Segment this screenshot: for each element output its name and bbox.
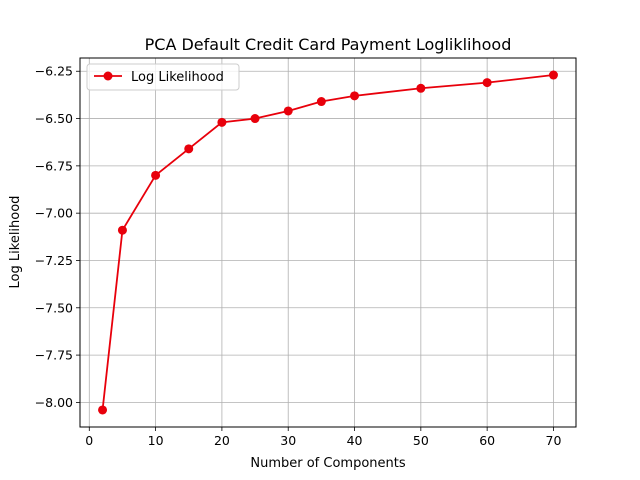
y-tick-label: −7.25 bbox=[35, 253, 73, 268]
y-axis-label: Log Likelihood bbox=[8, 196, 23, 289]
data-point bbox=[548, 70, 558, 80]
data-point bbox=[416, 83, 426, 93]
chart-title: PCA Default Credit Card Payment Loglikli… bbox=[145, 35, 512, 54]
x-axis-label: Number of Components bbox=[250, 456, 405, 471]
data-point bbox=[98, 405, 108, 415]
data-point bbox=[350, 91, 360, 101]
data-point bbox=[283, 106, 293, 116]
x-tick-label: 0 bbox=[85, 433, 93, 448]
data-point bbox=[184, 144, 194, 154]
y-tick-label: −6.25 bbox=[35, 64, 73, 79]
data-point bbox=[117, 225, 127, 235]
x-tick-label: 20 bbox=[214, 433, 230, 448]
plot-area-frame bbox=[79, 57, 577, 428]
data-point bbox=[316, 97, 326, 107]
legend-frame bbox=[86, 63, 240, 91]
y-tick-label: −6.75 bbox=[35, 158, 73, 173]
data-point bbox=[482, 78, 492, 88]
legend-label: Log Likelihood bbox=[131, 70, 224, 85]
y-tick-label: −7.00 bbox=[35, 206, 73, 221]
x-tick-label: 70 bbox=[546, 433, 562, 448]
y-tick-label: −7.50 bbox=[35, 300, 73, 315]
data-point bbox=[250, 114, 260, 124]
series-line bbox=[101, 74, 554, 411]
x-tick-label: 60 bbox=[479, 433, 495, 448]
y-axis: −6.25 −6.50 −6.75 −7.00 −7.25 −7.50 −7.75 −8.00 bbox=[35, 64, 80, 410]
x-axis: 0 10 20 30 40 50 60 70 bbox=[85, 427, 561, 448]
data-point bbox=[151, 170, 161, 180]
data-point bbox=[217, 117, 227, 127]
legend-marker-swatch bbox=[103, 71, 113, 81]
y-tick-label: −8.00 bbox=[35, 395, 73, 410]
x-tick-label: 30 bbox=[280, 433, 296, 448]
x-tick-label: 40 bbox=[347, 433, 363, 448]
legend: Log Likelihood bbox=[86, 63, 240, 91]
x-tick-label: 50 bbox=[413, 433, 429, 448]
series-layer bbox=[98, 70, 558, 415]
y-tick-label: −7.75 bbox=[35, 348, 73, 363]
y-tick-label: −6.50 bbox=[35, 111, 73, 126]
x-tick-label: 10 bbox=[148, 433, 164, 448]
